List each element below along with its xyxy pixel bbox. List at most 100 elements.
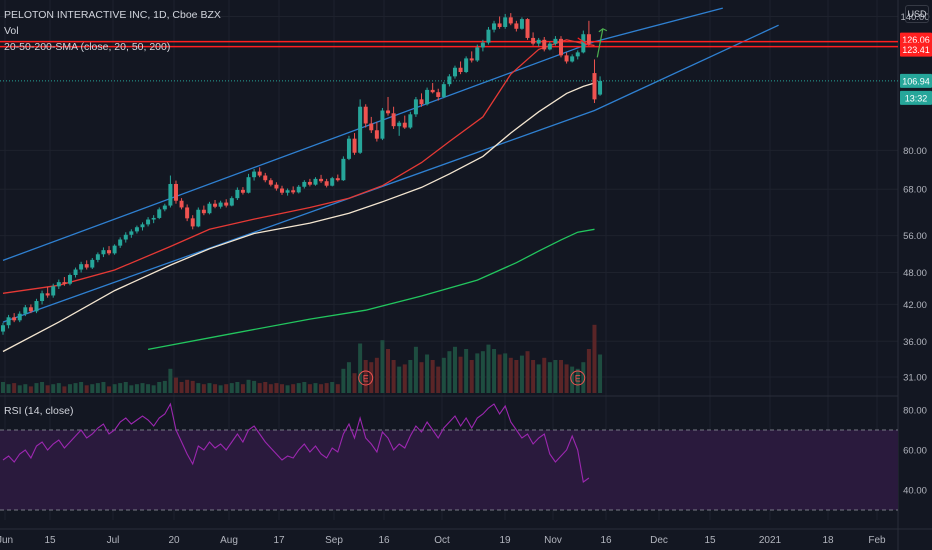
candle-body[interactable] bbox=[397, 122, 402, 127]
candle-body[interactable] bbox=[257, 171, 262, 176]
red-drawing[interactable] bbox=[577, 37, 590, 47]
candle-body[interactable] bbox=[514, 23, 519, 29]
candle-body[interactable] bbox=[319, 178, 324, 182]
candle-body[interactable] bbox=[95, 254, 100, 260]
candle-body[interactable] bbox=[157, 209, 162, 218]
candle-body[interactable] bbox=[503, 17, 508, 27]
candle-body[interactable] bbox=[486, 29, 491, 43]
candle-body[interactable] bbox=[196, 209, 201, 227]
candle-body[interactable] bbox=[218, 202, 223, 207]
candle-body[interactable] bbox=[168, 183, 173, 206]
candle-body[interactable] bbox=[592, 73, 597, 100]
candle-body[interactable] bbox=[246, 177, 251, 193]
candle-body[interactable] bbox=[402, 122, 407, 128]
candle-body[interactable] bbox=[51, 286, 56, 296]
candle-body[interactable] bbox=[542, 39, 547, 50]
candle-body[interactable] bbox=[1, 325, 5, 332]
candle-body[interactable] bbox=[447, 76, 452, 85]
candle-body[interactable] bbox=[274, 184, 279, 189]
candle-body[interactable] bbox=[469, 58, 474, 61]
candle-body[interactable] bbox=[84, 264, 89, 268]
candle-body[interactable] bbox=[464, 58, 469, 73]
candle-body[interactable] bbox=[40, 293, 45, 302]
candle-body[interactable] bbox=[107, 250, 112, 254]
candle-body[interactable] bbox=[17, 313, 22, 321]
candle-body[interactable] bbox=[307, 181, 312, 185]
candle-body[interactable] bbox=[575, 52, 580, 57]
candle-body[interactable] bbox=[480, 42, 485, 48]
earnings-marker[interactable] bbox=[570, 370, 586, 386]
candle-body[interactable] bbox=[90, 259, 95, 268]
candle-body[interactable] bbox=[335, 178, 340, 181]
sma-legend[interactable]: 20-50-200-SMA (close, 20, 50, 200) bbox=[4, 41, 171, 53]
candle-body[interactable] bbox=[358, 106, 363, 153]
candle-body[interactable] bbox=[452, 67, 457, 77]
candle-body[interactable] bbox=[56, 282, 61, 287]
candle-body[interactable] bbox=[151, 217, 156, 220]
drawings[interactable] bbox=[577, 28, 608, 58]
candle-body[interactable] bbox=[123, 234, 128, 240]
candle-body[interactable] bbox=[536, 39, 541, 44]
candle-body[interactable] bbox=[201, 209, 206, 214]
candle-body[interactable] bbox=[570, 56, 575, 62]
candle-body[interactable] bbox=[34, 301, 39, 312]
candle-body[interactable] bbox=[386, 110, 391, 114]
candle-body[interactable] bbox=[547, 43, 552, 50]
candle-body[interactable] bbox=[190, 218, 195, 227]
candle-body[interactable] bbox=[559, 38, 563, 56]
candle-body[interactable] bbox=[185, 207, 190, 219]
candle-body[interactable] bbox=[581, 34, 586, 53]
candle-body[interactable] bbox=[207, 203, 212, 214]
candle-body[interactable] bbox=[564, 55, 569, 62]
candle-body[interactable] bbox=[12, 317, 17, 321]
candle-body[interactable] bbox=[519, 19, 524, 29]
candle-body[interactable] bbox=[134, 227, 139, 232]
candle-body[interactable] bbox=[229, 198, 234, 206]
candle-body[interactable] bbox=[497, 23, 502, 27]
candle-body[interactable] bbox=[492, 23, 497, 30]
candle-body[interactable] bbox=[79, 264, 84, 270]
candle-body[interactable] bbox=[268, 180, 273, 185]
candle-body[interactable] bbox=[302, 181, 307, 187]
candle-body[interactable] bbox=[162, 205, 167, 210]
candle-body[interactable] bbox=[28, 307, 33, 312]
candle-body[interactable] bbox=[252, 171, 257, 178]
candle-body[interactable] bbox=[73, 269, 78, 275]
candle-body[interactable] bbox=[419, 99, 424, 105]
candle-body[interactable] bbox=[23, 307, 28, 314]
volume-legend[interactable]: Vol bbox=[4, 25, 19, 37]
candle-body[interactable] bbox=[413, 99, 418, 115]
candle-body[interactable] bbox=[346, 138, 351, 159]
candle-body[interactable] bbox=[6, 317, 11, 326]
candle-body[interactable] bbox=[408, 114, 413, 128]
candle-body[interactable] bbox=[213, 203, 218, 207]
candle-body[interactable] bbox=[352, 138, 357, 153]
candle-body[interactable] bbox=[224, 202, 229, 206]
candle-body[interactable] bbox=[458, 67, 463, 73]
candle-body[interactable] bbox=[441, 84, 446, 97]
candle-body[interactable] bbox=[45, 293, 50, 296]
candle-body[interactable] bbox=[179, 200, 184, 208]
candle-body[interactable] bbox=[296, 186, 301, 193]
candle-body[interactable] bbox=[146, 219, 151, 225]
earnings-marker[interactable] bbox=[358, 370, 374, 386]
candle-body[interactable] bbox=[291, 190, 296, 193]
candle-body[interactable] bbox=[101, 250, 106, 255]
candle-body[interactable] bbox=[112, 245, 117, 254]
candle-body[interactable] bbox=[263, 175, 268, 181]
arrow-drawing[interactable] bbox=[596, 28, 604, 58]
candle-body[interactable] bbox=[430, 89, 435, 93]
candle-body[interactable] bbox=[129, 231, 134, 235]
candle-body[interactable] bbox=[240, 189, 245, 193]
candle-body[interactable] bbox=[531, 37, 536, 44]
candle-body[interactable] bbox=[436, 92, 441, 97]
candle-body[interactable] bbox=[525, 19, 530, 38]
candle-body[interactable] bbox=[285, 190, 290, 193]
candle-body[interactable] bbox=[118, 239, 123, 246]
candle-body[interactable] bbox=[391, 113, 396, 127]
candle-body[interactable] bbox=[380, 110, 385, 139]
candle-body[interactable] bbox=[140, 224, 145, 228]
candle-body[interactable] bbox=[341, 158, 346, 181]
candles[interactable] bbox=[1, 13, 603, 335]
